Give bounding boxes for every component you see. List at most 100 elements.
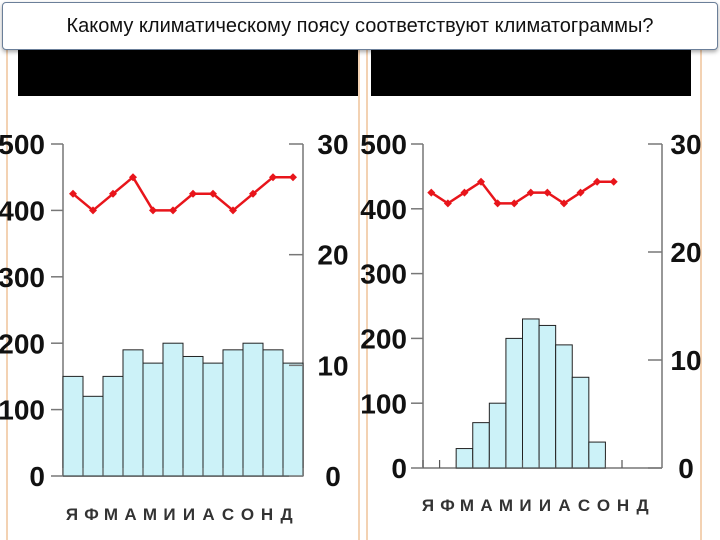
left-tick-label: 300 — [360, 259, 407, 290]
center-edge-stripe-right — [366, 50, 368, 540]
right-tick-label: 10 — [670, 345, 701, 376]
temperature-point — [269, 173, 277, 182]
month-label: А — [202, 505, 214, 524]
precip-bar — [472, 422, 490, 469]
precip-bar — [142, 362, 164, 477]
precip-bar — [522, 318, 540, 469]
left-tick-label: 200 — [360, 323, 407, 354]
right-tick-label: 10 — [317, 350, 348, 381]
temperature-point — [109, 189, 117, 198]
left-tick-label: 500 — [360, 129, 407, 160]
precip-bar — [62, 375, 84, 477]
temperature-point — [510, 199, 519, 208]
temperature-point — [289, 173, 297, 182]
right-edge-stripe — [700, 50, 702, 540]
temperature-point — [89, 206, 97, 215]
precip-bar — [555, 344, 573, 469]
precip-bar — [162, 342, 184, 477]
precip-bar — [455, 448, 474, 469]
temperature-point — [576, 188, 585, 197]
precip-bar — [222, 349, 244, 477]
precip-bar — [538, 324, 557, 469]
month-label: А — [558, 496, 570, 515]
precip-bar — [202, 362, 224, 477]
right-tick-label: 30 — [317, 129, 348, 160]
precip-bar — [571, 376, 590, 469]
month-label: Н — [261, 505, 273, 524]
right-tick-label: 30 — [670, 129, 701, 160]
month-label: М — [104, 505, 118, 524]
left-tick-label: 200 — [0, 328, 45, 359]
precip-bar — [82, 395, 104, 477]
month-label: О — [597, 496, 610, 515]
question-title: Какому климатическому поясу соответствую… — [2, 2, 718, 50]
temperature-point — [249, 189, 257, 198]
temperature-point — [129, 173, 137, 182]
month-label: И — [539, 496, 551, 515]
left-tick-label: 400 — [0, 195, 45, 226]
left-tick-label: 300 — [0, 262, 45, 293]
left-tick-label: 500 — [0, 129, 45, 160]
precip-bar — [102, 375, 124, 477]
right-tick-label: 20 — [670, 237, 701, 268]
left-tick-label: 400 — [360, 194, 407, 225]
month-label: И — [163, 505, 175, 524]
temperature-point — [209, 189, 217, 198]
temperature-point — [169, 206, 177, 215]
month-label: Я — [66, 505, 78, 524]
precip-bar — [122, 349, 144, 477]
precip-bar — [282, 362, 304, 477]
month-label: И — [183, 505, 195, 524]
temperature-point — [427, 188, 436, 197]
temperature-point — [543, 188, 552, 197]
precip-bar — [588, 441, 606, 469]
temperature-point — [149, 206, 157, 215]
temperature-line — [430, 180, 614, 205]
month-label: Я — [422, 496, 434, 515]
month-label: Ф — [84, 505, 99, 524]
temperature-point — [477, 177, 486, 186]
temperature-point — [609, 177, 618, 186]
left-tick-label: 0 — [391, 453, 407, 484]
precip-bar — [242, 342, 264, 477]
month-label: М — [499, 496, 513, 515]
month-label: А — [124, 505, 136, 524]
left-tick-label: 0 — [29, 461, 45, 492]
month-label: М — [460, 496, 474, 515]
month-label: Д — [636, 496, 648, 515]
precip-bar — [505, 337, 524, 469]
temperature-point — [493, 199, 502, 208]
center-edge-stripe-left — [358, 50, 360, 540]
month-label: И — [519, 496, 531, 515]
temperature-point — [526, 188, 535, 197]
precip-bar — [488, 402, 507, 469]
temperature-point — [559, 199, 568, 208]
month-label: О — [241, 505, 254, 524]
month-label: Н — [617, 496, 629, 515]
precip-bar — [262, 349, 284, 477]
month-label: Ф — [440, 496, 455, 515]
right-tick-label: 0 — [325, 461, 341, 492]
left-tick-label: 100 — [0, 395, 45, 426]
temperature-point — [229, 206, 237, 215]
month-label: С — [222, 505, 234, 524]
chart1-header-band — [18, 50, 358, 96]
left-edge-stripe — [6, 50, 8, 540]
temperature-point — [443, 199, 452, 208]
precip-bar — [182, 355, 204, 477]
temperature-point — [593, 177, 602, 186]
right-tick-label: 0 — [678, 453, 694, 484]
month-label: Д — [280, 505, 292, 524]
chart2-header-band — [371, 50, 691, 96]
month-label: С — [578, 496, 590, 515]
temperature-point — [460, 188, 469, 197]
month-label: М — [143, 505, 157, 524]
month-label: А — [480, 496, 492, 515]
right-tick-label: 20 — [317, 240, 348, 271]
temperature-line — [72, 175, 293, 213]
temperature-point — [69, 189, 77, 198]
temperature-point — [189, 189, 197, 198]
left-tick-label: 100 — [360, 388, 407, 419]
